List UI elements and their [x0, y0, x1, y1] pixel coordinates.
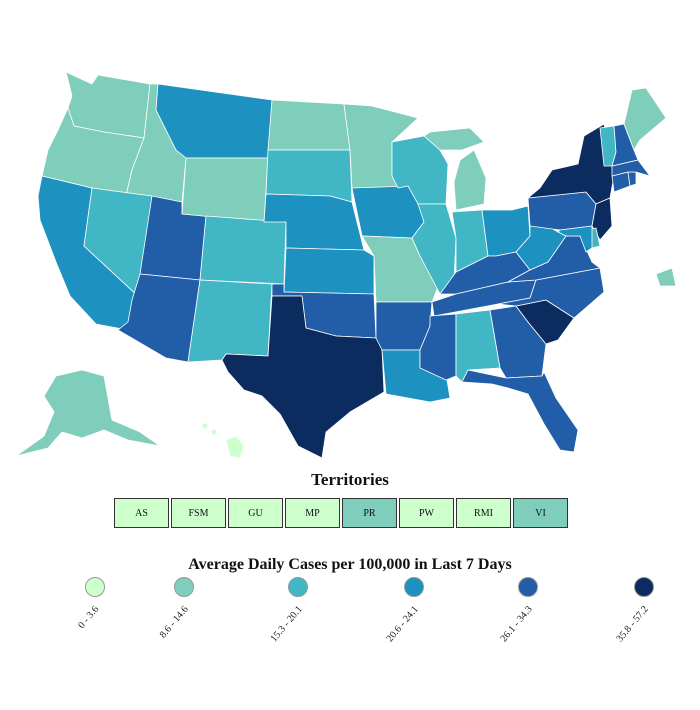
state-CO[interactable] [199, 215, 287, 285]
territory-gu[interactable]: GU [228, 498, 283, 528]
state-HI-islands[interactable] [201, 422, 209, 430]
legend-item [174, 577, 194, 597]
state-FL[interactable] [461, 369, 579, 453]
legend-swatch [634, 577, 654, 597]
legend-label: 8.6 - 14.6 [157, 604, 191, 641]
legend-item [518, 577, 538, 597]
pr-map-marker[interactable] [655, 267, 677, 287]
legend-label: 15.3 - 20.1 [268, 604, 305, 645]
state-AK[interactable] [15, 369, 161, 457]
state-MI-lower[interactable] [453, 149, 487, 211]
state-NJ[interactable] [591, 197, 613, 241]
territory-vi[interactable]: VI [513, 498, 568, 528]
territory-pr[interactable]: PR [342, 498, 397, 528]
territory-as[interactable]: AS [114, 498, 169, 528]
state-HI-islands-2[interactable] [210, 428, 218, 436]
legend-swatch [174, 577, 194, 597]
legend-item [634, 577, 654, 597]
state-HI[interactable] [225, 435, 245, 459]
legend-label: 35.8 - 57.2 [614, 604, 651, 645]
state-KS[interactable] [283, 247, 375, 295]
legend-item [288, 577, 308, 597]
legend-swatch [288, 577, 308, 597]
legend-item [85, 577, 105, 597]
state-ME[interactable] [623, 87, 667, 151]
territories-title: Territories [311, 470, 389, 489]
legend-item [404, 577, 424, 597]
legend-swatch [518, 577, 538, 597]
legend-label: 20.6 - 24.1 [384, 604, 421, 645]
state-ND[interactable] [267, 99, 351, 151]
legend-swatch [85, 577, 105, 597]
state-WY[interactable] [181, 157, 269, 223]
legend-title: Average Daily Cases per 100,000 in Last … [188, 556, 512, 573]
legend-swatch [404, 577, 424, 597]
territories-row: AS FSM GU MP PR PW RMI VI [114, 498, 570, 528]
state-MD[interactable] [557, 225, 593, 253]
territory-fsm[interactable]: FSM [171, 498, 226, 528]
state-MI[interactable] [423, 127, 485, 151]
territory-mp[interactable]: MP [285, 498, 340, 528]
territory-rmi[interactable]: RMI [456, 498, 511, 528]
state-NM[interactable] [187, 279, 273, 363]
legend-label: 26.1 - 34.3 [498, 604, 535, 645]
state-PA[interactable] [527, 191, 597, 231]
us-map [15, 71, 677, 459]
territory-pw[interactable]: PW [399, 498, 454, 528]
state-TX[interactable] [221, 295, 385, 459]
legend-label: 0 - 3.6 [76, 604, 102, 631]
